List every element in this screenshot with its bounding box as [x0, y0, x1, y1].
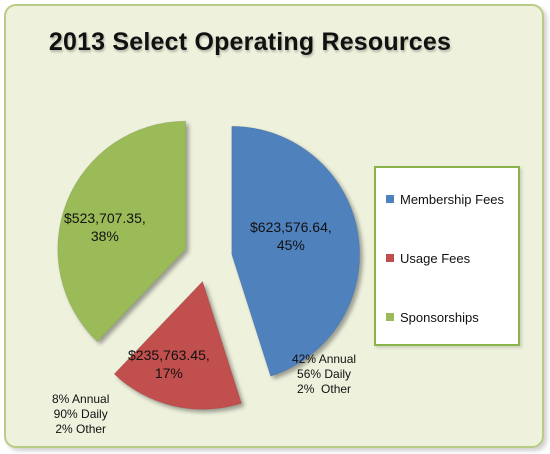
usage-fees-breakdown-note: 8% Annual 90% Daily 2% Other	[52, 392, 110, 436]
slice-percent-sponsorships: 38%	[90, 228, 119, 244]
legend-label-sponsorships: Sponsorships	[400, 309, 479, 325]
slice-percent-usage-fees: 17%	[154, 365, 183, 381]
slice-label-usage-fees: $235,763.45, 17%	[128, 346, 210, 382]
membership-fees-breakdown-note: 42% Annual 56% Daily 2% Other	[292, 352, 357, 396]
legend-label-membership-fees: Membership Fees	[400, 191, 505, 207]
legend-label-usage-fees: Usage Fees	[400, 250, 471, 266]
slice-value-membership-fees: $623,576.64,	[250, 219, 332, 235]
legend-swatch-sponsorships	[386, 313, 394, 321]
chart-title: 2013 Select Operating Resources	[48, 28, 452, 56]
slice-label-sponsorships: $523,707.35, 38%	[64, 209, 146, 245]
pie-slice-sponsorships	[57, 120, 187, 343]
legend-item-sponsorships: Sponsorships	[386, 308, 479, 326]
slice-value-usage-fees: $235,763.45,	[128, 347, 210, 363]
legend-swatch-usage-fees	[386, 254, 394, 262]
legend-item-usage-fees: Usage Fees	[386, 249, 470, 267]
slice-percent-membership-fees: 45%	[276, 237, 305, 253]
pie-slice-usage-fees	[113, 280, 243, 410]
legend-item-membership-fees: Membership Fees	[386, 190, 504, 208]
slice-value-sponsorships: $523,707.35,	[64, 210, 146, 226]
chart-legend: Membership Fees Usage Fees Sponsorships	[374, 166, 520, 346]
slice-label-membership-fees: $623,576.64, 45%	[250, 218, 332, 254]
pie-slice-membership-fees	[231, 125, 361, 377]
legend-swatch-membership-fees	[386, 195, 394, 203]
